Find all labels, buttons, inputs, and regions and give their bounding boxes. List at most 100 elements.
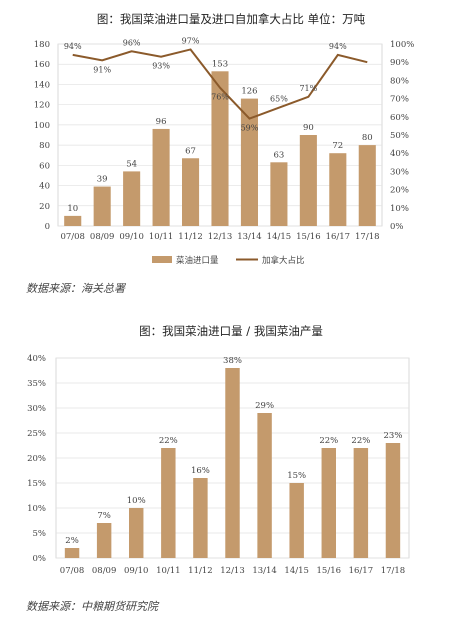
chart1-left-tick-label: 80: [39, 141, 50, 151]
chart2-x-tick-label: 16/17: [349, 566, 374, 576]
chart1-left-tick-label: 120: [34, 101, 50, 111]
chart1-line-series: [72, 48, 368, 120]
chart2-bar: [64, 548, 80, 558]
chart2-source: 数据来源：中粮期货研究院: [26, 600, 158, 613]
chart2-bar-label: 23%: [384, 431, 403, 441]
chart2-bar-label: 22%: [351, 436, 370, 446]
chart2-bar: [193, 478, 208, 558]
chart1-bar: [329, 153, 347, 226]
chart1-bar-label: 54: [126, 159, 137, 169]
chart2-title: 图：我国菜油进口量 / 我国菜油产量: [139, 324, 323, 338]
chart1-right-tick-label: 60%: [390, 113, 409, 123]
chart2-bar: [353, 448, 369, 558]
chart2-y-tick-label: 40%: [27, 354, 46, 364]
chart2-x-tick-label: 14/15: [284, 566, 309, 576]
chart1-x-tick-label: 15/16: [296, 232, 321, 242]
chart1-legend-label-bar: 菜油进口量: [176, 255, 219, 266]
chart1-left-tick-label: 60: [39, 161, 50, 171]
chart1-bar: [358, 145, 376, 226]
chart1-left-tick-label: 20: [39, 202, 50, 212]
chart1-bar-label: 10: [67, 204, 78, 214]
chart1-x-tick-label: 08/09: [90, 232, 115, 242]
chart2-bar-label: 15%: [287, 471, 306, 481]
chart2-bar-label: 16%: [191, 466, 210, 476]
chart1-bar: [240, 98, 258, 226]
chart1-right-tick-label: 0%: [390, 222, 404, 232]
chart1-left-tick-label: 100: [34, 121, 50, 131]
chart2-x-tick-label: 17/18: [381, 566, 406, 576]
chart2-bar-label: 2%: [65, 536, 79, 546]
chart1-bar: [182, 158, 200, 226]
chart1-left-tick-label: 160: [34, 60, 50, 70]
chart1-legend-label-line: 加拿大占比: [262, 255, 305, 266]
chart1-line-label: 93%: [152, 62, 170, 71]
chart1-legend-swatch-bar: [152, 256, 172, 263]
chart1-x-tick-label: 13/14: [237, 232, 262, 242]
chart1-x-tick-label: 14/15: [267, 232, 292, 242]
chart2-x-tick-label: 07/08: [60, 566, 85, 576]
chart2-y-tick-label: 20%: [27, 454, 46, 464]
chart1-bar-label: 39: [97, 175, 108, 185]
chart1-line-label: 97%: [182, 36, 200, 45]
chart1-left-tick-label: 40: [39, 182, 50, 192]
chart2-bar: [96, 523, 112, 558]
chart1-x-tick-label: 16/17: [326, 232, 351, 242]
chart1-x-tick-label: 17/18: [355, 232, 380, 242]
chart1-right-tick-label: 70%: [390, 95, 409, 105]
chart2-x-tick-label: 09/10: [124, 566, 149, 576]
chart1-right-tick-label: 40%: [390, 149, 409, 159]
chart2-x-tick-label: 11/12: [188, 566, 213, 576]
chart1-right-tick-label: 100%: [390, 40, 414, 50]
chart2-bar-label: 22%: [319, 436, 338, 446]
chart1-line-label: 96%: [123, 38, 141, 47]
chart1-x-tick-label: 09/10: [119, 232, 144, 242]
chart1-bar-label: 96: [156, 117, 167, 127]
chart1-bar-label: 90: [303, 123, 314, 133]
chart2-bar: [385, 443, 401, 558]
chart2-y-tick-label: 35%: [27, 379, 46, 389]
chart2-y-tick-label: 0%: [33, 554, 47, 564]
chart1-right-tick-label: 50%: [390, 131, 409, 141]
chart1-bar-label: 63: [273, 150, 284, 160]
chart2-bar-label: 10%: [127, 496, 146, 506]
chart1-line-label: 94%: [64, 42, 82, 51]
chart1-bar: [64, 215, 82, 226]
chart2-x-tick-label: 13/14: [252, 566, 277, 576]
chart1-x-tick-label: 07/08: [60, 232, 85, 242]
chart2-x-tick-label: 10/11: [156, 566, 181, 576]
chart1-x-tick-label: 10/11: [149, 232, 174, 242]
chart2-bar: [161, 448, 176, 558]
chart2-bar-label: 22%: [159, 436, 178, 446]
chart1-bar-label: 126: [241, 87, 257, 97]
chart2-bar: [225, 368, 240, 558]
chart1-bar-label: 72: [332, 141, 343, 151]
chart2-y-tick-label: 25%: [27, 429, 46, 439]
chart1-bar: [93, 186, 111, 226]
chart2-svg: 0% 5% 10% 15% 20% 25% 30% 35% 40% 2% 07/08 7% 08/09 1…: [27, 354, 410, 576]
chart1-bar-label: 153: [212, 59, 228, 69]
chart1-line-label: 65%: [270, 95, 288, 104]
chart1-bar: [123, 171, 141, 226]
chart2-bar: [129, 508, 144, 558]
chart1-line-label: 59%: [241, 124, 259, 133]
chart1-bar-label: 67: [185, 146, 196, 156]
chart1-title: 图：我国菜油进口量及进口自加拿大占比 单位：万吨: [96, 12, 366, 26]
chart2-bar: [289, 483, 304, 558]
chart1-right-tick-label: 20%: [390, 186, 409, 196]
chart2-y-tick-label: 10%: [27, 504, 46, 514]
chart2-y-tick-label: 15%: [27, 479, 46, 489]
chart1-bar: [211, 71, 229, 226]
chart2-x-tick-label: 12/13: [220, 566, 245, 576]
chart2-bar: [257, 413, 272, 558]
chart1-right-tick-label: 90%: [390, 58, 409, 68]
chart2-bar: [321, 448, 336, 558]
chart1-bar-label: 80: [362, 133, 373, 143]
chart1-bar: [152, 128, 170, 226]
chart2-x-tick-label: 08/09: [92, 566, 117, 576]
chart2-bar-label: 29%: [255, 401, 274, 411]
chart1-right-tick-label: 10%: [390, 204, 409, 214]
chart1-x-tick-label: 11/12: [178, 232, 203, 242]
chart1-source: 数据来源：海关总署: [26, 282, 125, 295]
chart1-right-tick-label: 80%: [390, 76, 409, 86]
chart1-line-label: 76%: [211, 93, 229, 102]
